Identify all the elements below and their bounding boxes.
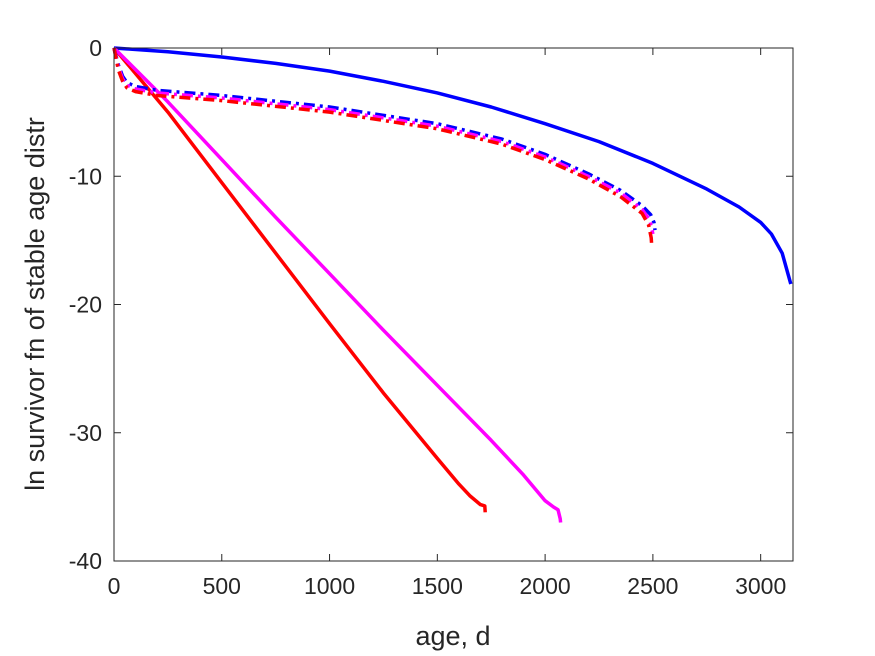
x-tick-label: 2000 bbox=[520, 573, 571, 599]
x-tick-label: 1500 bbox=[412, 573, 463, 599]
x-axis-label: age, d bbox=[415, 621, 490, 651]
series-line-3 bbox=[112, 46, 563, 523]
x-tick-label: 0 bbox=[108, 573, 121, 599]
series-line-4 bbox=[112, 47, 657, 231]
x-tick-label: 500 bbox=[203, 573, 241, 599]
series-line-6 bbox=[112, 47, 654, 247]
series-line-5 bbox=[112, 47, 655, 235]
series-line-2 bbox=[112, 46, 487, 513]
y-tick-label: -30 bbox=[69, 420, 102, 446]
y-tick-label: -20 bbox=[69, 292, 102, 318]
y-tick-label: 0 bbox=[89, 35, 102, 61]
series-layer bbox=[112, 46, 793, 523]
x-tick-label: 2500 bbox=[627, 573, 678, 599]
plot-area bbox=[114, 48, 793, 561]
x-tick-label: 3000 bbox=[735, 573, 786, 599]
tick-layer: 0 500 1000 1500 2000 2500 3000 0 -10 -20 -30 -40 bbox=[69, 35, 793, 599]
series-line-1 bbox=[113, 46, 793, 285]
y-tick-label: -40 bbox=[69, 548, 102, 574]
y-tick-label: -10 bbox=[69, 163, 102, 189]
y-axis-label: ln survivor fn of stable age distr bbox=[20, 117, 50, 491]
x-tick-label: 1000 bbox=[304, 573, 355, 599]
